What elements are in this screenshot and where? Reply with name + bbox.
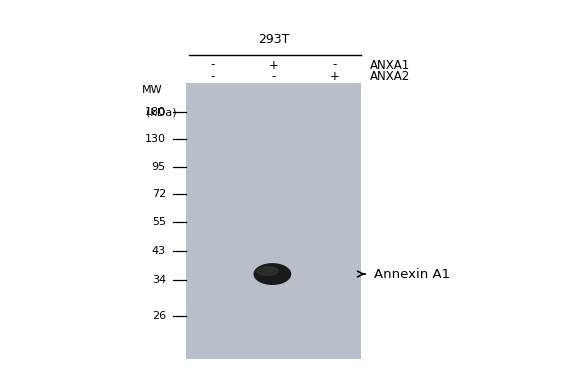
Text: 95: 95: [152, 162, 166, 172]
Text: -: -: [210, 70, 215, 83]
Ellipse shape: [256, 266, 279, 276]
Text: -: -: [210, 59, 215, 71]
Text: ANXA1: ANXA1: [370, 59, 410, 71]
Text: 130: 130: [145, 134, 166, 144]
Text: 26: 26: [152, 311, 166, 321]
Text: ANXA2: ANXA2: [370, 70, 410, 83]
Text: (kDa): (kDa): [147, 108, 177, 118]
Text: +: +: [269, 59, 278, 71]
Bar: [186, 83, 361, 359]
Text: 55: 55: [152, 217, 166, 227]
Text: +: +: [330, 70, 339, 83]
Text: MW: MW: [142, 85, 163, 95]
Text: 72: 72: [152, 189, 166, 198]
Text: 180: 180: [145, 107, 166, 116]
Text: Annexin A1: Annexin A1: [374, 268, 450, 280]
Text: 43: 43: [152, 246, 166, 256]
Text: 293T: 293T: [258, 33, 289, 46]
Ellipse shape: [253, 263, 291, 285]
Text: 34: 34: [152, 276, 166, 285]
Text: -: -: [271, 70, 276, 83]
Text: -: -: [332, 59, 337, 71]
